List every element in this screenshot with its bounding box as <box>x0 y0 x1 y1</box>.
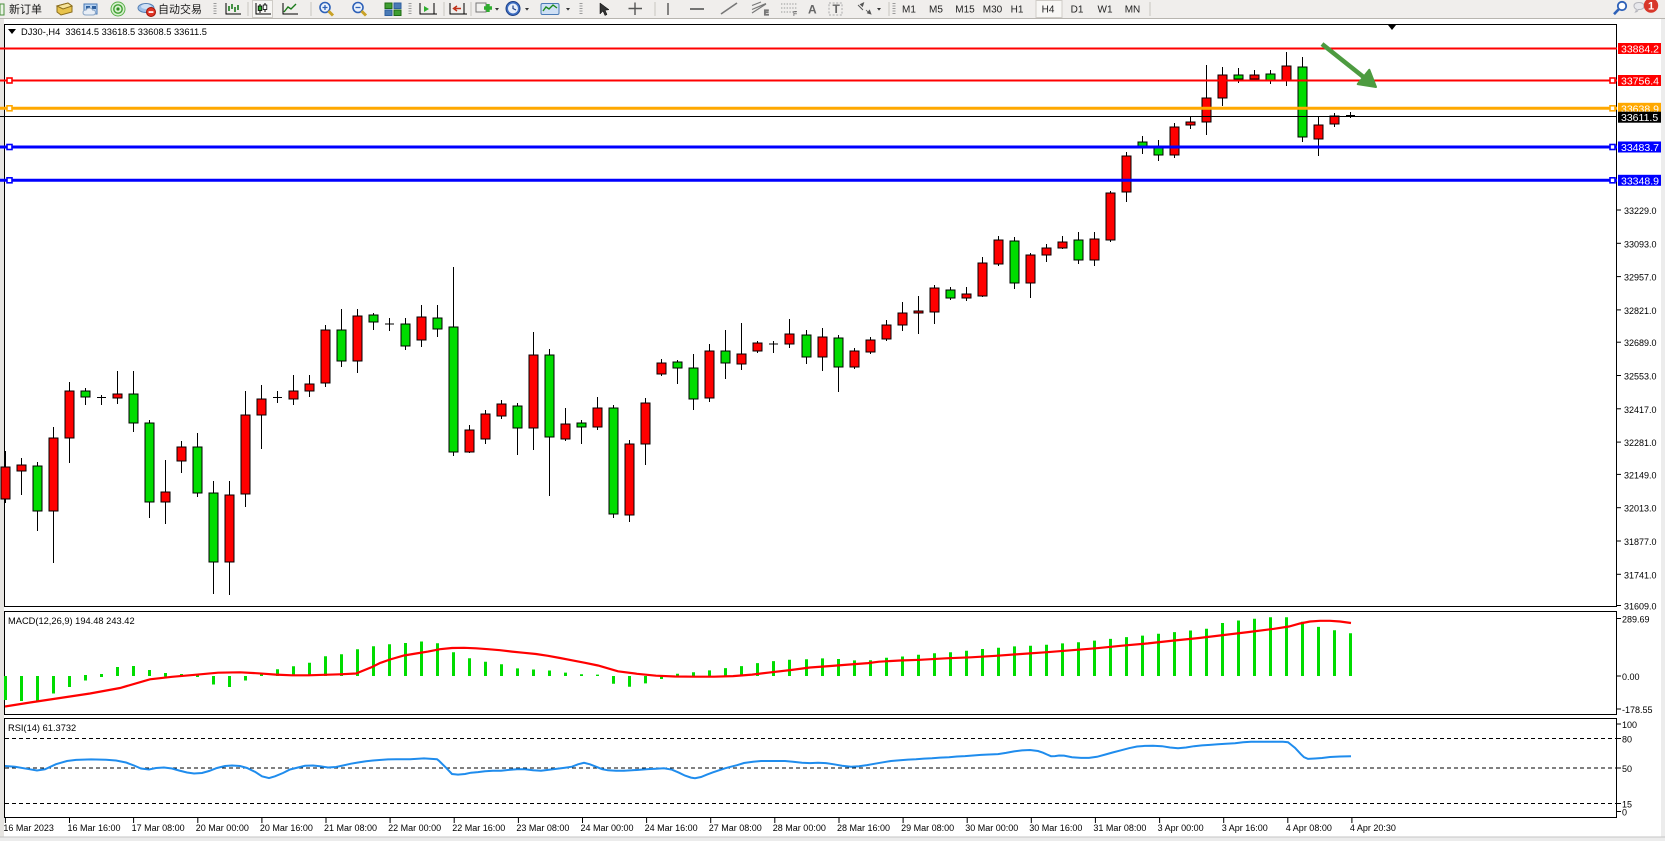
svg-text:W1: W1 <box>1098 5 1113 16</box>
svg-text:M15: M15 <box>955 5 975 16</box>
svg-text:E: E <box>764 10 769 17</box>
svg-text:16 Mar 16:00: 16 Mar 16:00 <box>68 823 121 833</box>
svg-text:33348.9: 33348.9 <box>1621 175 1659 187</box>
svg-text:33093.0: 33093.0 <box>1624 239 1657 249</box>
svg-text:3 Apr 00:00: 3 Apr 00:00 <box>1158 823 1204 833</box>
svg-text:32553.0: 32553.0 <box>1624 372 1657 382</box>
svg-text:M1: M1 <box>902 5 916 16</box>
svg-text:27 Mar 08:00: 27 Mar 08:00 <box>709 823 762 833</box>
svg-text:17 Mar 08:00: 17 Mar 08:00 <box>132 823 185 833</box>
svg-text:DJ30-,H4 33614.5 33618.5 3360: DJ30-,H4 33614.5 33618.5 33608.5 33611.5 <box>21 27 207 37</box>
svg-text:4 Apr 08:00: 4 Apr 08:00 <box>1286 823 1332 833</box>
svg-text:16 Mar 2023: 16 Mar 2023 <box>3 823 54 833</box>
svg-text:30 Mar 00:00: 30 Mar 00:00 <box>965 823 1018 833</box>
svg-text:0.00: 0.00 <box>1622 672 1640 682</box>
svg-text:M30: M30 <box>983 5 1003 16</box>
svg-text:新订单: 新订单 <box>9 2 42 16</box>
svg-text:-178.55: -178.55 <box>1622 705 1653 715</box>
svg-text:M5: M5 <box>929 5 943 16</box>
svg-text:31741.0: 31741.0 <box>1624 570 1657 580</box>
svg-text:32281.0: 32281.0 <box>1624 438 1657 448</box>
svg-text:24 Mar 16:00: 24 Mar 16:00 <box>645 823 698 833</box>
svg-text:289.69: 289.69 <box>1622 615 1650 625</box>
svg-text:20 Mar 16:00: 20 Mar 16:00 <box>260 823 313 833</box>
svg-text:32957.0: 32957.0 <box>1624 273 1657 283</box>
svg-text:F: F <box>793 11 797 18</box>
svg-text:H1: H1 <box>1011 5 1024 16</box>
svg-text:自动交易: 自动交易 <box>158 2 202 16</box>
svg-text:MACD(12,26,9) 194.48 243.42: MACD(12,26,9) 194.48 243.42 <box>8 616 135 626</box>
svg-text:32417.0: 32417.0 <box>1624 405 1657 415</box>
svg-text:4 Apr 20:30: 4 Apr 20:30 <box>1350 823 1396 833</box>
svg-text:T: T <box>833 2 841 16</box>
svg-text:31609.0: 31609.0 <box>1624 602 1657 612</box>
svg-text:A: A <box>808 3 817 17</box>
svg-text:22 Mar 16:00: 22 Mar 16:00 <box>452 823 505 833</box>
svg-text:30 Mar 16:00: 30 Mar 16:00 <box>1029 823 1082 833</box>
svg-text:1: 1 <box>1648 1 1654 13</box>
svg-text:31877.0: 31877.0 <box>1624 537 1657 547</box>
svg-text:21 Mar 08:00: 21 Mar 08:00 <box>324 823 377 833</box>
svg-text:3 Apr 16:00: 3 Apr 16:00 <box>1222 823 1268 833</box>
svg-text:33483.7: 33483.7 <box>1621 142 1659 154</box>
svg-text:15: 15 <box>1622 800 1632 810</box>
svg-text:32013.0: 32013.0 <box>1624 504 1657 514</box>
svg-text:28 Mar 16:00: 28 Mar 16:00 <box>837 823 890 833</box>
svg-text:50: 50 <box>1622 764 1632 774</box>
svg-text:100: 100 <box>1622 720 1637 730</box>
svg-text:33756.4: 33756.4 <box>1621 76 1659 88</box>
svg-text:D1: D1 <box>1071 5 1084 16</box>
svg-text:33884.2: 33884.2 <box>1621 44 1659 56</box>
svg-text:80: 80 <box>1622 735 1632 745</box>
svg-text:H4: H4 <box>1042 5 1055 16</box>
svg-text:28 Mar 00:00: 28 Mar 00:00 <box>773 823 826 833</box>
svg-text:33611.5: 33611.5 <box>1621 112 1658 124</box>
svg-text:31 Mar 08:00: 31 Mar 08:00 <box>1093 823 1146 833</box>
svg-text:22 Mar 00:00: 22 Mar 00:00 <box>388 823 441 833</box>
svg-text:29 Mar 08:00: 29 Mar 08:00 <box>901 823 954 833</box>
svg-text:32821.0: 32821.0 <box>1624 306 1657 316</box>
svg-text:32689.0: 32689.0 <box>1624 338 1657 348</box>
svg-text:32149.0: 32149.0 <box>1624 470 1657 480</box>
svg-text:MN: MN <box>1125 5 1141 16</box>
svg-text:20 Mar 00:00: 20 Mar 00:00 <box>196 823 249 833</box>
svg-text:0: 0 <box>1622 808 1627 818</box>
svg-text:33229.0: 33229.0 <box>1624 206 1657 216</box>
svg-text:23 Mar 08:00: 23 Mar 08:00 <box>516 823 569 833</box>
svg-text:RSI(14) 61.3732: RSI(14) 61.3732 <box>8 723 76 733</box>
svg-text:24 Mar 00:00: 24 Mar 00:00 <box>581 823 634 833</box>
